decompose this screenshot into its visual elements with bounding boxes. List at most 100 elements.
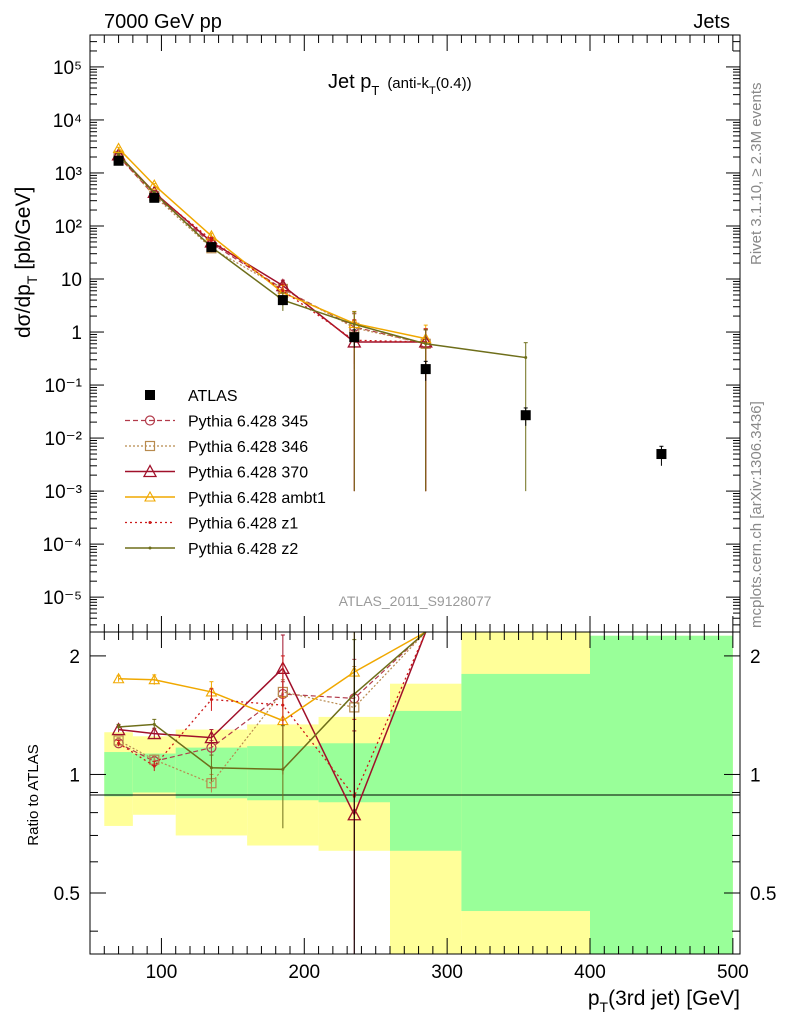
data-marker bbox=[520, 410, 531, 421]
main-plot-series bbox=[111, 142, 667, 492]
ratio-plot-x-axis: 100 200 300 400 500 bbox=[103, 632, 749, 983]
y-tick-label: 2 bbox=[69, 647, 80, 668]
dot-marker bbox=[117, 725, 121, 729]
analysis-id-label: ATLAS_2011_S9128077 bbox=[339, 593, 492, 609]
y-tick-label: 10⁻¹ bbox=[45, 376, 83, 397]
y-tick-label: 1 bbox=[69, 765, 80, 786]
y-tick-label: 10⁻⁵ bbox=[43, 588, 82, 609]
y-tick-label: 10⁵ bbox=[53, 58, 82, 79]
triangle-marker bbox=[142, 464, 158, 478]
rivet-label: Rivet 3.1.10, ≥ 2.3M events bbox=[748, 83, 765, 266]
series-line bbox=[118, 156, 426, 345]
dot-marker bbox=[117, 741, 121, 745]
series-line bbox=[118, 631, 427, 722]
dot-marker bbox=[148, 546, 152, 550]
triangle-marker bbox=[147, 726, 162, 740]
main-y-axis-label: dσ/dpT[pb/GeV] bbox=[12, 187, 40, 338]
series-line bbox=[118, 631, 427, 817]
legend-label: Pythia 6.428 345 bbox=[188, 414, 308, 431]
dot-marker bbox=[281, 767, 285, 771]
data-marker bbox=[349, 332, 360, 343]
data-marker bbox=[656, 449, 667, 460]
main-plot-x-axis bbox=[103, 35, 734, 632]
data-marker bbox=[149, 192, 160, 203]
dot-marker bbox=[209, 766, 213, 770]
mcplots-label: mcplots.cern.ch [arXiv:1306.3436] bbox=[748, 401, 765, 628]
ratio-y-axis-label: Ratio to ATLAS bbox=[25, 744, 42, 845]
data-marker bbox=[145, 390, 155, 400]
series-line bbox=[118, 155, 426, 343]
x-tick-label: 400 bbox=[574, 962, 606, 983]
inner-band bbox=[390, 710, 462, 851]
series-line bbox=[118, 154, 426, 343]
triangle-marker bbox=[144, 490, 156, 502]
triangle-marker bbox=[148, 178, 161, 190]
dot-marker bbox=[209, 697, 213, 701]
dot-marker bbox=[152, 722, 156, 726]
x-axis-label: pT(3rd jet) [GeV] bbox=[588, 987, 740, 1015]
legend-label: Pythia 6.428 ambt1 bbox=[188, 490, 326, 507]
y-tick-label: 10⁻³ bbox=[45, 482, 83, 503]
main-plot-panel: 10⁻⁵ 10⁻⁴ 10⁻³ 10⁻² 10⁻¹ 1 10 10² 10³ 10⁴ 10⁵ Jet … bbox=[12, 34, 741, 633]
series-line bbox=[118, 631, 427, 784]
dot-marker bbox=[148, 521, 152, 524]
series-line bbox=[118, 155, 426, 345]
series-line bbox=[118, 631, 427, 762]
ratio-plot-panel: 0.5 0.5 1 1 2 2 100 200 300 400 500 Ratio to ATLA… bbox=[25, 631, 776, 1015]
x-tick-label: 500 bbox=[717, 962, 749, 983]
energy-label: 7000 GeV pp bbox=[104, 11, 222, 33]
y-tick-label: 2 bbox=[750, 647, 761, 668]
dot-marker bbox=[352, 322, 356, 326]
legend-label: Pythia 6.428 z1 bbox=[188, 516, 298, 533]
dot-marker bbox=[424, 342, 428, 346]
series-line bbox=[118, 631, 427, 798]
circle-marker bbox=[144, 415, 156, 426]
triangle-marker bbox=[204, 730, 219, 744]
legend: ATLAS Pythia 6.428 345 Pythia 6.428 346 Pyt… bbox=[125, 388, 326, 558]
legend-label: Pythia 6.428 z2 bbox=[188, 541, 298, 558]
dot-marker bbox=[152, 764, 156, 768]
y-tick-label: 10⁻⁴ bbox=[43, 535, 82, 556]
y-tick-label: 10⁴ bbox=[53, 111, 82, 132]
triangle-marker bbox=[148, 673, 161, 685]
data-marker bbox=[206, 242, 217, 253]
y-tick-label: 10 bbox=[61, 270, 82, 291]
x-tick-label: 100 bbox=[146, 962, 178, 983]
plot-title: Jet pT (anti-kT(0.4)) bbox=[328, 71, 472, 98]
triangle-marker bbox=[111, 722, 126, 736]
data-marker bbox=[113, 155, 124, 166]
y-tick-label: 0.5 bbox=[54, 884, 80, 905]
y-tick-label: 0.5 bbox=[750, 884, 776, 905]
y-tick-label: 10² bbox=[55, 217, 82, 238]
legend-label: Pythia 6.428 346 bbox=[188, 439, 308, 456]
series-line bbox=[118, 154, 526, 359]
triangle-marker bbox=[112, 142, 125, 153]
ratio-plot-y-axis: 0.5 0.5 1 1 2 2 bbox=[54, 647, 776, 932]
square-marker bbox=[144, 440, 156, 452]
legend-label: ATLAS bbox=[188, 388, 238, 405]
dot-marker bbox=[524, 356, 528, 360]
dot-marker bbox=[209, 238, 213, 242]
y-tick-label: 10⁻² bbox=[45, 429, 83, 450]
ratio-uncertainty-bands bbox=[104, 632, 733, 954]
triangle-marker bbox=[112, 672, 125, 684]
jets-label: Jets bbox=[693, 11, 730, 33]
legend-label: Pythia 6.428 370 bbox=[188, 465, 308, 482]
inner-band bbox=[104, 752, 133, 797]
x-tick-label: 200 bbox=[288, 962, 320, 983]
series-line bbox=[118, 631, 427, 771]
series-line bbox=[118, 147, 426, 340]
ratio-plot-series bbox=[111, 631, 428, 954]
dot-marker bbox=[281, 289, 285, 293]
ratio-plot-frame bbox=[89, 631, 741, 955]
dot-marker bbox=[281, 703, 285, 707]
data-marker bbox=[420, 364, 431, 375]
data-marker bbox=[277, 295, 288, 306]
x-tick-label: 300 bbox=[431, 962, 463, 983]
y-tick-label: 1 bbox=[750, 765, 761, 786]
dot-marker bbox=[117, 153, 121, 157]
main-plot-y-axis: 10⁻⁵ 10⁻⁴ 10⁻³ 10⁻² 10⁻¹ 1 10 10² 10³ 10⁴ 10⁵ bbox=[43, 34, 740, 626]
y-tick-label: 1 bbox=[71, 323, 82, 344]
inner-band bbox=[461, 673, 590, 912]
